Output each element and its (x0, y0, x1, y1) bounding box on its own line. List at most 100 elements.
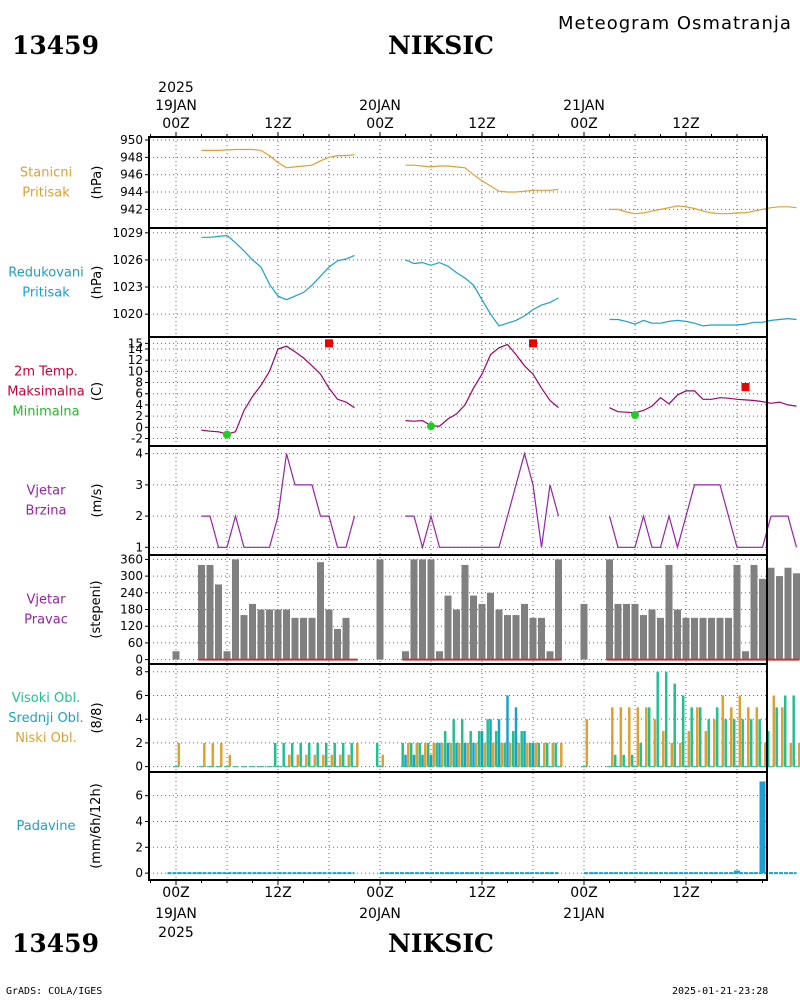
redukovani-y-tick-label: 1026 (112, 253, 143, 267)
cloud-bar-2 (177, 742, 181, 767)
wind-direction-bar (657, 617, 664, 660)
cloud-bar-0 (647, 707, 651, 767)
cloud-bar-0 (333, 742, 336, 767)
cloud-bar-2 (432, 742, 436, 767)
wind-direction-bar (487, 592, 494, 660)
time-tick-top: 00Z (570, 116, 597, 132)
wind-direction-bar (317, 562, 324, 660)
redukovani-series-line (609, 317, 797, 327)
cloud-bar-2 (636, 707, 640, 767)
wind-direction-bar (793, 573, 800, 660)
wind_dir-y-tick-label: 240 (120, 586, 143, 600)
clouds-label: Niski Obl. (15, 731, 77, 746)
cloud-bar-2 (203, 742, 206, 767)
temp-label: Maksimalna (7, 385, 85, 400)
wind-direction-bar (648, 609, 656, 660)
cloud-bar-0 (741, 719, 744, 767)
wind_dir-y-tick-label: 180 (120, 603, 143, 617)
cloud-bar-1 (480, 731, 484, 767)
time-tick-bottom: 00Z (366, 885, 393, 901)
wind-direction-bar (580, 603, 588, 660)
wind-direction-bar (325, 609, 333, 660)
cloud-bar-2 (322, 754, 325, 767)
cloud-bar-2 (441, 742, 444, 767)
stanicni-series-line (405, 164, 559, 193)
date-label-top: 19JAN (155, 98, 197, 114)
wind_speed-unit-label: (m/s) (90, 484, 105, 518)
year-label-top: 2025 (158, 80, 194, 96)
wind_dir-y-tick-label: 300 (120, 569, 143, 583)
cloud-bar-2 (466, 742, 470, 767)
stanicni-y-tick-label: 948 (120, 150, 143, 164)
precip-y-tick-label: 6 (135, 789, 143, 803)
cloud-bar-0 (316, 742, 319, 767)
wind-direction-bar (674, 609, 681, 660)
wind-direction-bar (419, 559, 426, 660)
clouds-y-tick-label: 2 (135, 736, 143, 750)
cloud-bar-1 (421, 754, 424, 767)
wind-direction-bar (725, 617, 732, 660)
cloud-bar-0 (460, 719, 464, 767)
temp-y-tick-label: 10 (128, 364, 143, 378)
clouds-unit-label: (8/8) (90, 702, 105, 733)
cloud-bar-2 (356, 742, 359, 767)
cloud-bar-1 (438, 742, 441, 767)
cloud-bar-0 (299, 742, 302, 767)
wind-direction-bar (631, 603, 639, 660)
cloud-bar-2 (296, 754, 300, 767)
cloud-bar-0 (630, 754, 634, 767)
precip-y-tick-label: 2 (135, 840, 143, 854)
cloud-bar-2 (415, 742, 419, 767)
wind-direction-bar (283, 609, 290, 660)
wind-direction-bar (767, 567, 775, 660)
redukovani-y-tick-label: 1023 (112, 280, 143, 294)
wind_dir-label: Pravac (24, 613, 68, 628)
cloud-bar-0 (290, 742, 294, 767)
date-label-top: 20JAN (359, 98, 401, 114)
time-tick-top: 12Z (468, 116, 495, 132)
cloud-bar-2 (738, 695, 742, 767)
time-tick-top: 00Z (366, 116, 393, 132)
cloud-bar-0 (783, 695, 787, 767)
credit-label: GrADS: COLA/IGES (6, 986, 103, 997)
wind-direction-bar (206, 564, 214, 660)
station-id-footer: 13459 (12, 929, 99, 958)
cloud-bar-2 (687, 731, 691, 767)
wind-direction-bar (232, 559, 239, 660)
cloud-bar-0 (766, 731, 770, 767)
temp-max-marker (529, 339, 537, 348)
clouds-y-tick-label: 0 (135, 760, 143, 774)
wind_speed-series-line (201, 453, 356, 548)
timestamp-label: 2025-01-21-23:28 (672, 986, 769, 997)
cloud-bar-0 (537, 742, 540, 767)
redukovani-label: Pritisak (22, 286, 70, 301)
wind-direction-bar (776, 576, 783, 660)
cloud-bar-0 (732, 719, 736, 767)
wind-direction-bar (478, 603, 486, 660)
clouds-y-tick-label: 6 (135, 688, 143, 702)
wind_dir-y-tick-label: 0 (135, 653, 143, 667)
cloud-bar-1 (489, 719, 492, 767)
cloud-bar-0 (554, 742, 557, 767)
wind_speed-series-line (405, 451, 560, 550)
cloud-bar-2 (560, 742, 563, 767)
wind-direction-bar (402, 651, 409, 660)
clouds-label: Srednji Obl. (8, 711, 83, 726)
temp-y-tick-label: 2 (135, 409, 143, 423)
wind-direction-bar (308, 617, 316, 660)
cloud-bar-0 (707, 719, 710, 767)
time-tick-bottom: 12Z (672, 885, 699, 901)
cloud-bar-2 (305, 754, 308, 767)
wind_speed-y-tick-label: 2 (135, 509, 143, 523)
temp-series-line (609, 390, 797, 414)
temp-min-marker (223, 430, 231, 439)
cloud-bar-2 (611, 707, 614, 767)
wind-direction-bar (495, 609, 503, 660)
wind-direction-bar (342, 617, 350, 660)
precip-y-tick-label: 0 (135, 866, 143, 880)
wind-direction-bar (716, 617, 724, 660)
cloud-bar-0 (307, 742, 311, 767)
wind-direction-bar (750, 564, 758, 660)
cloud-bar-2 (704, 731, 708, 767)
